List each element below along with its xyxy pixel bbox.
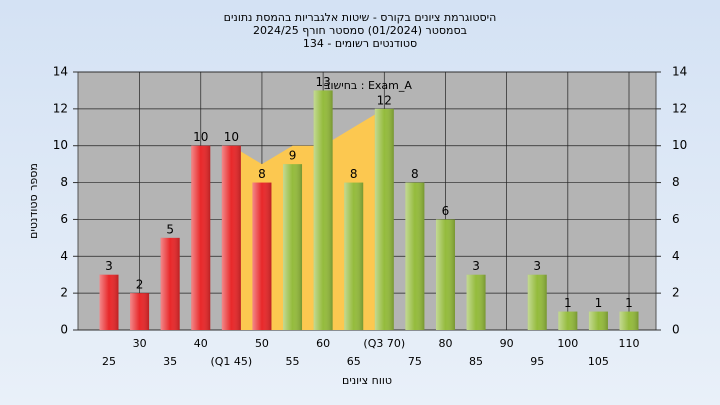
- bar-shade: [588, 311, 608, 330]
- x-tick-label: 50: [255, 337, 269, 350]
- value-label: 8: [258, 167, 266, 181]
- y-tick-label: 2: [60, 286, 68, 300]
- x-axis-label: טווח ציונים: [342, 374, 392, 387]
- y-axis-label: מספר סטודנטים: [27, 163, 40, 239]
- value-label: 10: [224, 130, 239, 144]
- x-tick-label: 55: [286, 355, 300, 368]
- value-label: 9: [289, 149, 297, 163]
- chart-subtitle: בסמסטר (01/2024) סמסטר חורף 2024/25: [253, 24, 467, 37]
- x-tick-label: (Q3 70): [363, 337, 405, 350]
- y-tick-label: 12: [53, 101, 68, 115]
- y2-tick-label: 14: [672, 65, 687, 79]
- y2-tick-label: 6: [672, 212, 680, 226]
- y2-tick-label: 10: [672, 138, 687, 152]
- x-tick-label: 65: [347, 355, 361, 368]
- value-label: 13: [315, 75, 330, 89]
- annotation: בחישוב : Exam_A: [324, 79, 412, 92]
- x-tick-label: 35: [163, 355, 177, 368]
- x-tick-label: 80: [438, 337, 452, 350]
- value-label: 2: [136, 278, 144, 292]
- value-label: 10: [193, 130, 208, 144]
- y2-tick-label: 4: [672, 249, 680, 263]
- bar-shade: [99, 274, 119, 330]
- value-label: 1: [564, 296, 572, 310]
- x-tick-label: 30: [133, 337, 147, 350]
- y2-tick-label: 0: [672, 323, 680, 337]
- x-tick-label: 60: [316, 337, 330, 350]
- value-label: 5: [166, 222, 174, 236]
- bar-shade: [558, 311, 578, 330]
- bar-shade: [130, 293, 150, 330]
- chart-subtitle: 134 - סטודנטים רשומים: [303, 37, 417, 50]
- bar-shade: [527, 274, 547, 330]
- bar-shade: [405, 182, 425, 330]
- value-label: 1: [595, 296, 603, 310]
- bar-shade: [374, 108, 394, 330]
- y-tick-label: 4: [60, 249, 68, 263]
- y2-tick-label: 2: [672, 286, 680, 300]
- bar-shade: [252, 182, 272, 330]
- x-tick-label: 110: [619, 337, 640, 350]
- bar-shade: [191, 145, 211, 330]
- value-label: 8: [411, 167, 419, 181]
- x-tick-label: 105: [588, 355, 609, 368]
- y-tick-label: 10: [53, 138, 68, 152]
- value-label: 3: [105, 259, 113, 273]
- value-label: 12: [377, 93, 392, 107]
- value-label: 1: [625, 296, 633, 310]
- y2-tick-label: 12: [672, 101, 687, 115]
- value-label: 6: [442, 204, 450, 218]
- bar-shade: [619, 311, 639, 330]
- y-tick-label: 8: [60, 175, 68, 189]
- bar-shade: [221, 145, 241, 330]
- bar-shade: [344, 182, 364, 330]
- y-tick-label: 6: [60, 212, 68, 226]
- chart-title: היסטוגרמת ציונים בקורס - שיטות אלגבריות …: [224, 11, 497, 24]
- bar-shade: [435, 219, 455, 330]
- x-tick-label: 75: [408, 355, 422, 368]
- x-tick-label: 90: [500, 337, 514, 350]
- bar-shade: [313, 90, 333, 330]
- bar-shade: [466, 274, 486, 330]
- x-tick-label: 40: [194, 337, 208, 350]
- x-tick-label: (Q1 45): [210, 355, 252, 368]
- y-tick-label: 0: [60, 323, 68, 337]
- y-tick-label: 14: [53, 65, 68, 79]
- y2-tick-label: 8: [672, 175, 680, 189]
- x-tick-label: 95: [530, 355, 544, 368]
- x-tick-label: 85: [469, 355, 483, 368]
- bar-shade: [283, 164, 303, 330]
- value-label: 8: [350, 167, 358, 181]
- x-tick-label: 100: [557, 337, 578, 350]
- value-label: 3: [472, 259, 480, 273]
- x-tick-label: 25: [102, 355, 116, 368]
- value-label: 3: [533, 259, 541, 273]
- bar-shade: [160, 237, 180, 330]
